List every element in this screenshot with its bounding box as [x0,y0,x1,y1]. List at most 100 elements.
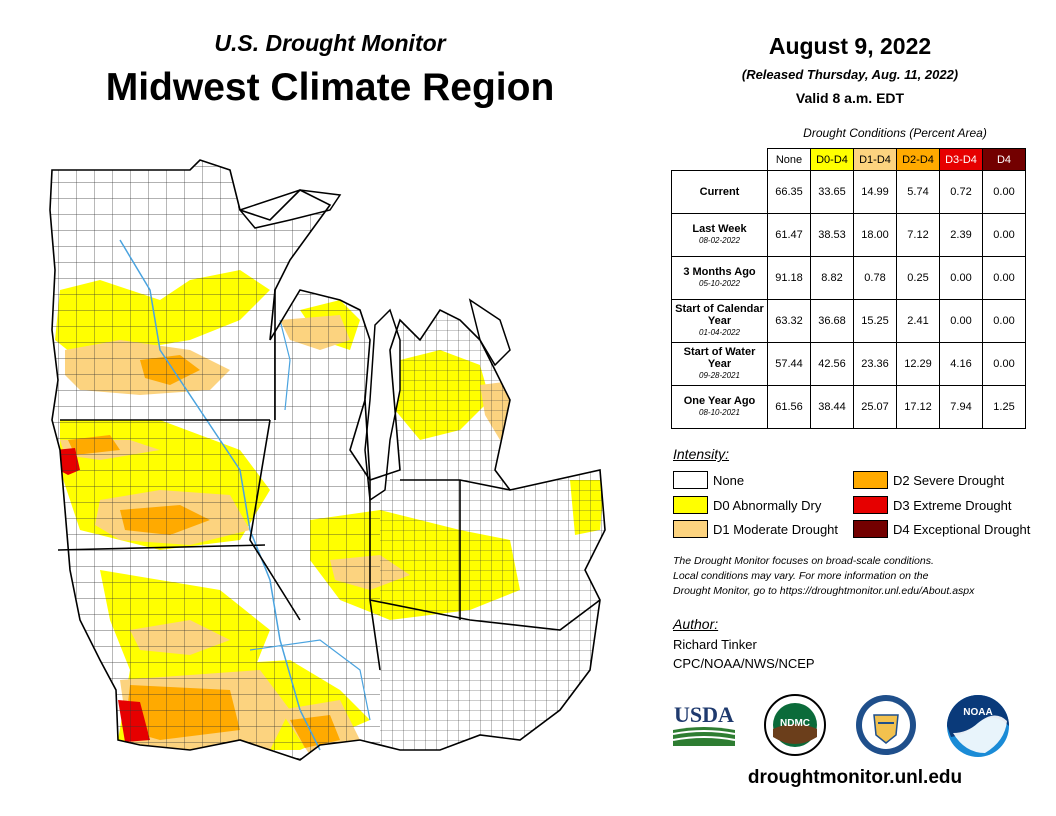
legend-swatch [853,471,888,489]
legend-swatch [673,496,708,514]
row-date: 05-10-2022 [699,279,740,288]
author-heading: Author: [673,616,719,632]
ohio-river [249,639,371,721]
table-cell: 1.25 [982,385,1026,429]
table-cell: 23.36 [853,342,897,386]
table-cell: 12.29 [896,342,940,386]
legend-item-d0: D0 Abnormally Dry [673,496,821,514]
column-header: D3-D4 [939,148,983,171]
legend-label: D2 Severe Drought [893,472,1005,488]
table-row: 3 Months Ago 05-10-2022 91.18 8.82 0.78 0.25 0… [671,256,1026,300]
note-line: Local conditions may vary. For more info… [673,570,929,582]
note-line: Drought Monitor, go to https://droughtmo… [673,585,975,597]
author-name: Richard Tinker [673,637,757,652]
valid-time: Valid 8 a.m. EDT [795,90,905,106]
legend-swatch [853,520,888,538]
table-cell: 8.82 [810,256,854,300]
row-date: 08-02-2022 [699,236,740,245]
noaa-logo: NOAA [947,695,1009,757]
row-title: Current [699,186,740,198]
table-cell: 2.39 [939,213,983,257]
row-title: 3 Months Ago [683,266,756,278]
state-boundaries [49,159,606,761]
table-cell: 38.44 [810,385,854,429]
table-row: One Year Ago 08-10-2021 61.56 38.44 25.07 17.… [671,385,1026,429]
table-cell: 0.00 [982,256,1026,300]
row-date: 01-04-2022 [699,328,740,337]
map-title: Midwest Climate Region [105,66,555,109]
table-cell: 15.25 [853,299,897,343]
table-cell: 14.99 [853,170,897,214]
table-cell: 0.00 [982,342,1026,386]
table-cell: 33.65 [810,170,854,214]
disclaimer-note: The Drought Monitor focuses on broad-sca… [673,554,1043,599]
table-cell: 0.78 [853,256,897,300]
table-cell: 0.00 [982,213,1026,257]
row-label: One Year Ago 08-10-2021 [671,385,768,429]
row-label: Start of Water Year 09-28-2021 [671,342,768,386]
table-cell: 61.56 [767,385,811,429]
column-header: D4 [982,148,1026,171]
row-title: One Year Ago [683,395,756,407]
table-cell: 2.41 [896,299,940,343]
usda-logo-text: USDA [674,702,734,727]
map-subtitle: U.S. Drought Monitor [214,30,446,56]
usda-logo: USDA [672,702,736,746]
table-caption: Drought Conditions (Percent Area) [803,126,987,140]
row-date: 08-10-2021 [699,408,740,417]
legend-swatch [853,496,888,514]
table-cell: 0.00 [982,299,1026,343]
table-cell: 7.94 [939,385,983,429]
table-cell: 57.44 [767,342,811,386]
column-header: D2-D4 [896,148,940,171]
table-cell: 0.00 [939,299,983,343]
legend-label: D1 Moderate Drought [713,521,839,537]
drought-stats-table: None D0-D4 D1-D4 D2-D4 D3-D4 D4 Current 6… [671,148,1026,429]
note-line: The Drought Monitor focuses on broad-sca… [673,555,934,567]
table-cell: 7.12 [896,213,940,257]
doc-seal-logo [856,695,916,755]
table-row: Start of Water Year 09-28-2021 57.44 42.56 2… [671,342,1026,386]
table-row: Current 66.35 33.65 14.99 5.74 0.72 0.00 [671,170,1026,214]
legend-item-d4: D4 Exceptional Drought [853,520,1030,538]
ndmc-logo-text: NDMC [780,718,810,729]
legend-label: D0 Abnormally Dry [713,497,822,513]
table-cell: 38.53 [810,213,854,257]
row-label: Start of Calendar Year 01-04-2022 [671,299,768,343]
website-url: droughtmonitor.unl.edu [747,767,963,788]
legend-swatch [673,520,708,538]
row-label: 3 Months Ago 05-10-2022 [671,256,768,300]
table-cell: 0.00 [939,256,983,300]
wisconsin-river [279,319,291,411]
table-row: Start of Calendar Year 01-04-2022 63.32 36.… [671,299,1026,343]
table-cell: 66.35 [767,170,811,214]
legend-label: None [713,472,745,488]
ndmc-logo: NDMC [764,694,826,756]
legend-item-d2: D2 Severe Drought [853,471,1004,489]
column-header: D0-D4 [810,148,854,171]
table-cell: 0.72 [939,170,983,214]
release-date: (Released Thursday, Aug. 11, 2022) [741,67,959,82]
table-cell: 0.25 [896,256,940,300]
row-title: Start of Calendar Year [675,303,764,327]
table-cell: 63.32 [767,299,811,343]
table-cell: 42.56 [810,342,854,386]
lake-huron [468,298,511,367]
drought-map [49,159,606,761]
row-label: Current [671,170,768,214]
table-cell: 4.16 [939,342,983,386]
valid-date: August 9, 2022 [768,33,932,59]
legend-item-d1: D1 Moderate Drought [673,520,838,538]
table-cell: 91.18 [767,256,811,300]
table-row: Last Week 08-02-2022 61.47 38.53 18.00 7.12 2.… [671,213,1026,257]
noaa-logo-text: NOAA [963,707,992,718]
table-corner [672,149,768,171]
mississippi-river [119,239,321,751]
row-title: Last Week [692,223,747,235]
table-cell: 0.00 [982,170,1026,214]
legend-item-d3: D3 Extreme Drought [853,496,1012,514]
row-label: Last Week 08-02-2022 [671,213,768,257]
legend-item-none: None [673,471,744,489]
table-cell: 17.12 [896,385,940,429]
row-title: Start of Water Year [683,346,756,370]
